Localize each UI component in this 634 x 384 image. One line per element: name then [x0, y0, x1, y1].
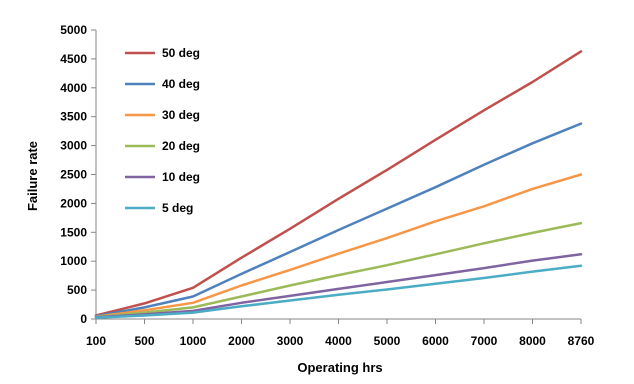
y-tick-label: 2500 [60, 168, 87, 182]
series-line-10-deg [94, 253, 583, 319]
x-tick-label: 3000 [277, 334, 304, 348]
legend: 50 deg 40 deg 30 deg 20 deg 10 deg 5 deg [125, 46, 200, 215]
legend-label: 30 deg [162, 108, 200, 122]
series-line-20-deg [94, 221, 583, 319]
axes: 0 500 1000 1500 2000 2500 3000 3500 4000 4500 5000… [60, 23, 594, 348]
x-tick-label: 500 [134, 334, 154, 348]
x-tick-label: 5000 [374, 334, 401, 348]
series-line-30-deg [94, 173, 583, 318]
y-tick-label: 1000 [60, 254, 87, 268]
legend-label: 20 deg [162, 139, 200, 153]
y-tick-label: 3500 [60, 110, 87, 124]
x-tick-label: 100 [86, 334, 106, 348]
series-line-5-deg [94, 264, 583, 319]
legend-label: 40 deg [162, 77, 200, 91]
series-line-40-deg [94, 122, 583, 318]
y-tick-label: 0 [80, 312, 87, 326]
y-tick-label: 5000 [60, 23, 87, 37]
x-tick-label: 8000 [519, 334, 546, 348]
legend-label: 5 deg [162, 201, 193, 215]
x-tick-label: 6000 [422, 334, 449, 348]
x-axis-title: Operating hrs [297, 360, 382, 375]
series-line-50-deg [94, 50, 583, 317]
x-tick-label: 2000 [228, 334, 255, 348]
y-tick-label: 3000 [60, 139, 87, 153]
y-tick-label: 500 [67, 283, 87, 297]
y-tick-label: 4500 [60, 52, 87, 66]
y-tick-label: 2000 [60, 196, 87, 210]
series-layer [94, 50, 583, 319]
y-tick-label: 1500 [60, 225, 87, 239]
y-axis-title: Failure rate [25, 141, 40, 211]
x-tick-label: 7000 [471, 334, 498, 348]
y-tick-label: 4000 [60, 81, 87, 95]
legend-label: 10 deg [162, 170, 200, 184]
legend-label: 50 deg [162, 46, 200, 60]
x-tick-label: 1000 [180, 334, 207, 348]
x-tick-label: 8760 [568, 334, 595, 348]
x-tick-label: 4000 [325, 334, 352, 348]
